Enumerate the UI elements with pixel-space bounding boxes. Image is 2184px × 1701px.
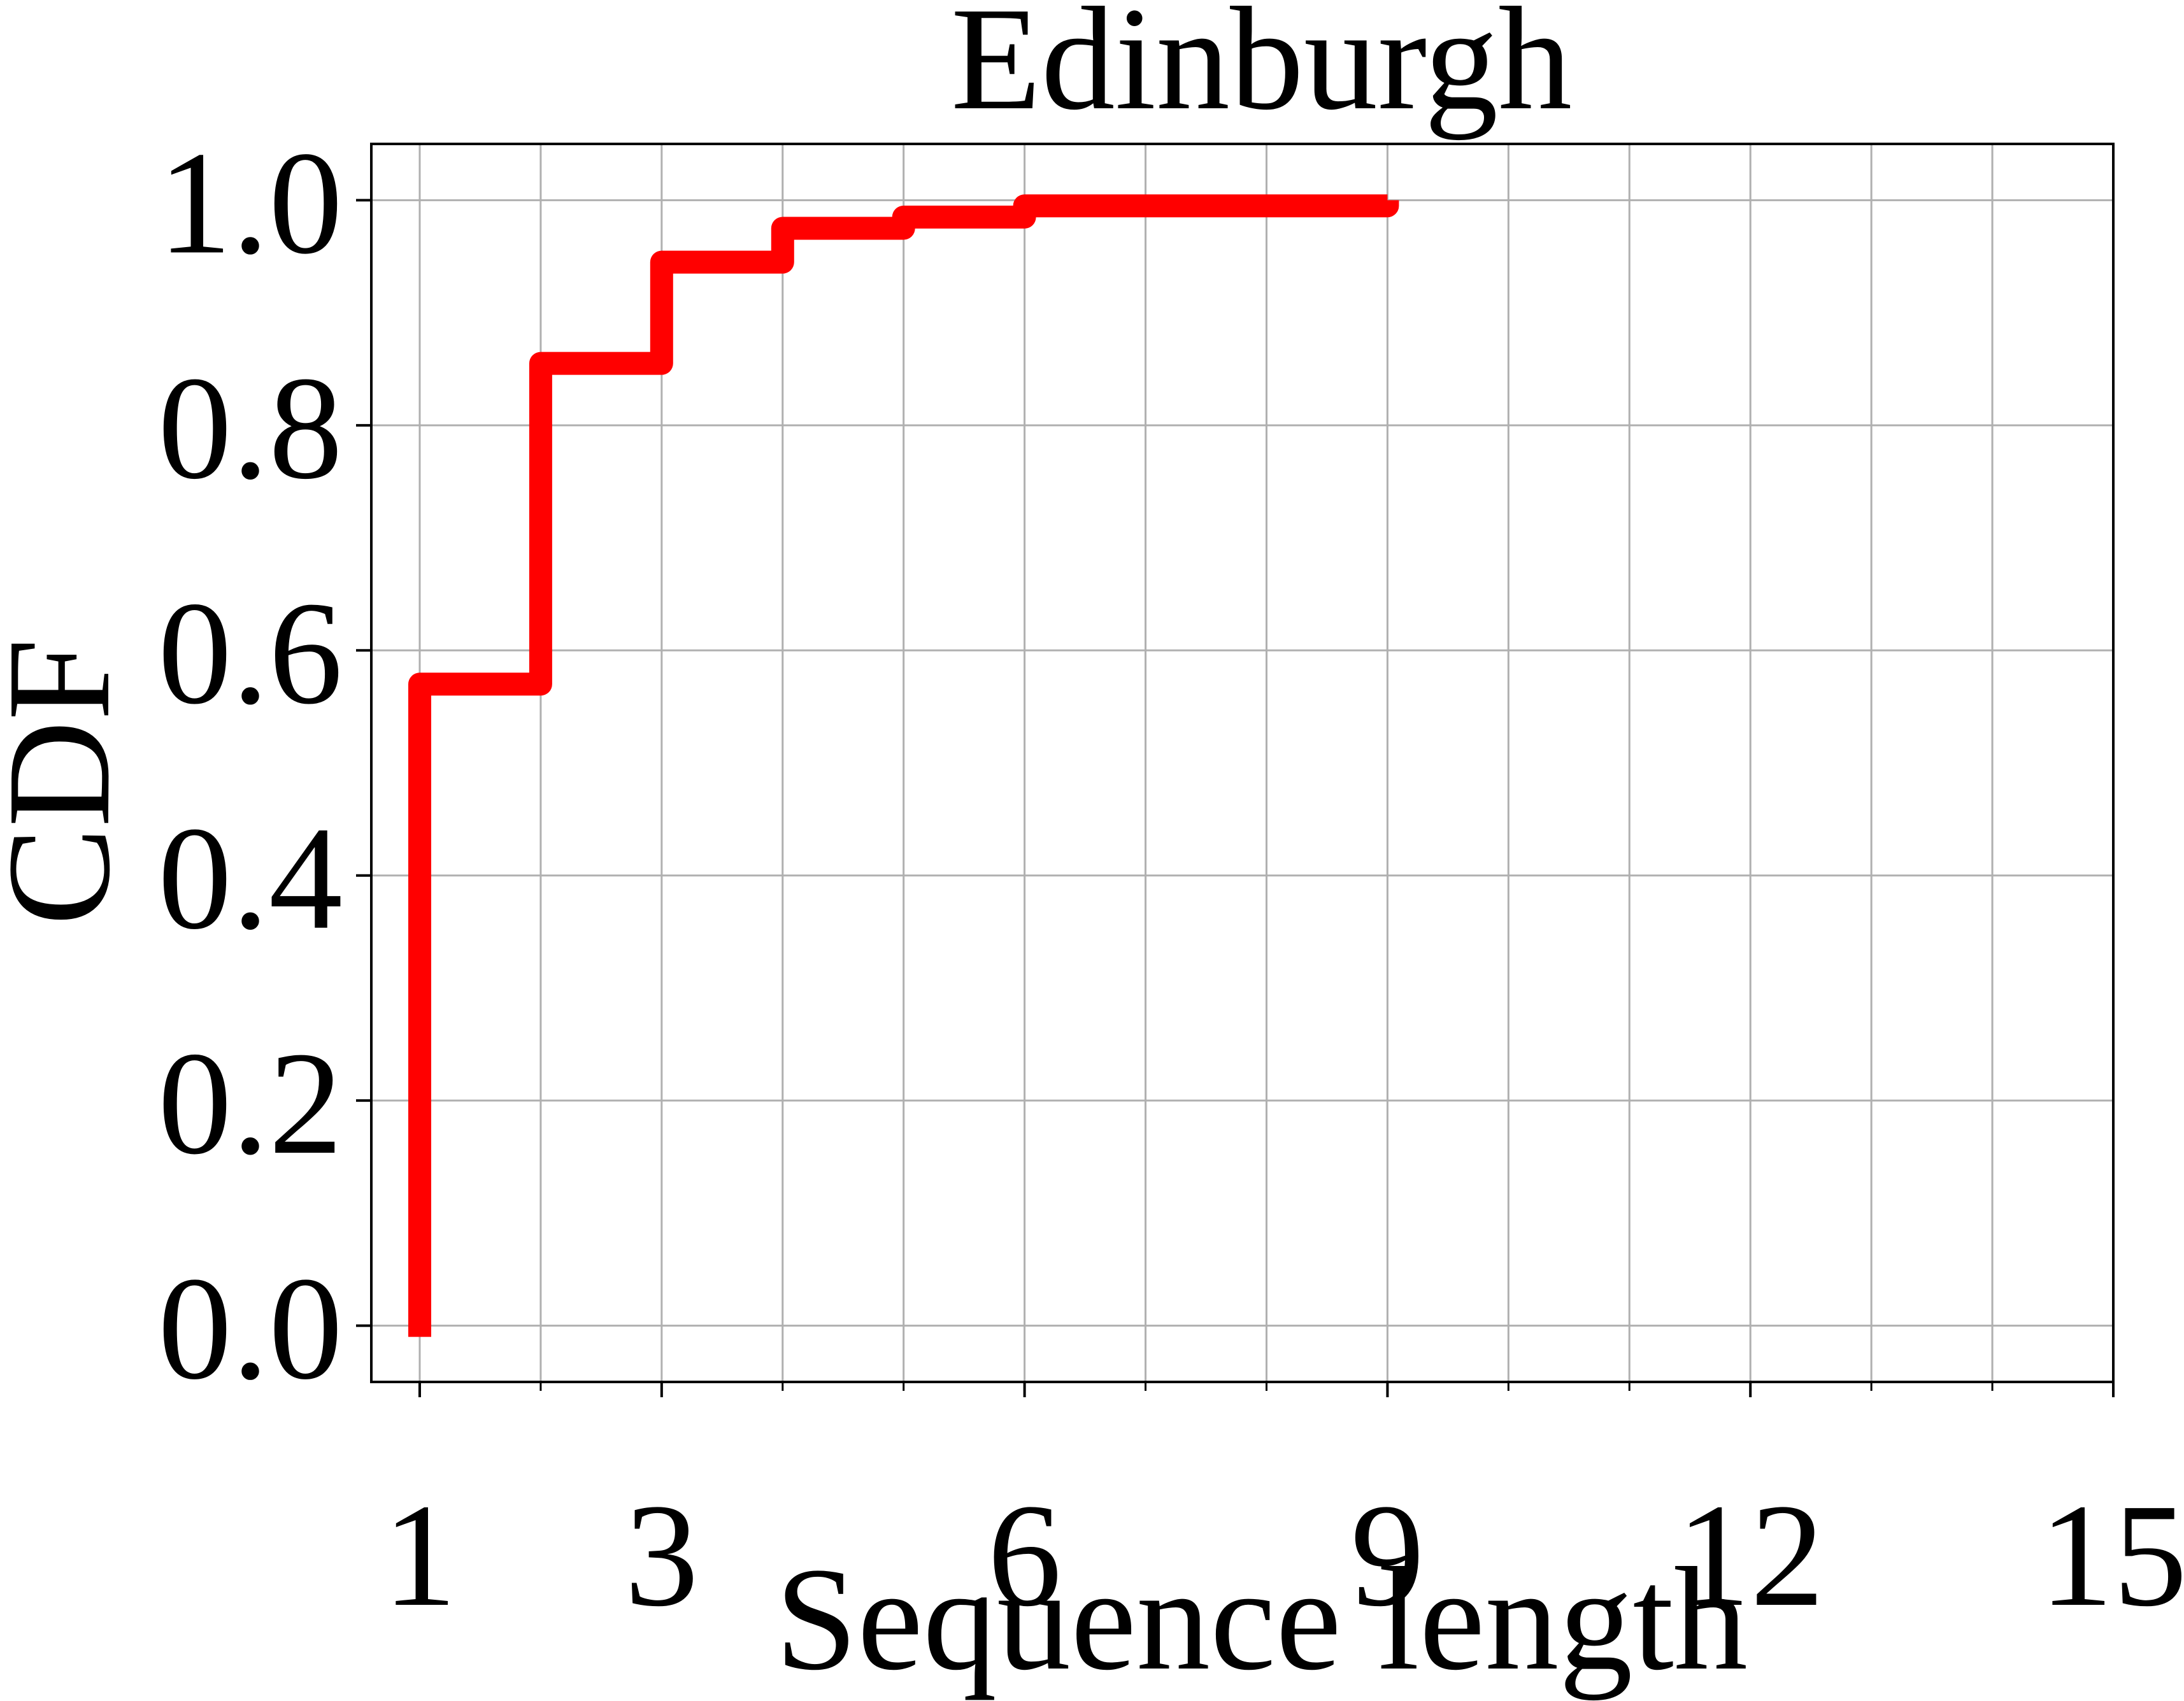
grid — [371, 144, 2115, 1382]
y-tick-label: 0.2 — [158, 1021, 343, 1185]
y-tick-label: 0.6 — [158, 571, 343, 735]
y-axis-label: CDF — [0, 638, 141, 925]
series-layer — [408, 194, 1399, 1337]
y-tick-label: 0.4 — [158, 797, 343, 960]
x-tick-label: 3 — [625, 1474, 699, 1637]
x-tick-label: 12 — [1676, 1474, 1824, 1637]
x-tick-label: 9 — [1350, 1474, 1424, 1637]
cdf-series-line — [408, 194, 1399, 1337]
axis-ticks: 1 3 6 9 12 15 0.0 0.2 0.4 0.6 0.8 1.0 — [158, 121, 2184, 1637]
y-tick-label: 1.0 — [158, 121, 343, 285]
y-tick-label: 0.8 — [158, 346, 343, 510]
y-tick-label: 0.0 — [158, 1247, 343, 1411]
x-tick-label: 6 — [988, 1474, 1062, 1637]
plot-frame — [370, 143, 2115, 1383]
x-axis-label: Sequence length — [775, 1537, 1748, 1701]
x-tick-label: 1 — [383, 1474, 457, 1637]
x-tick-label: 15 — [2039, 1474, 2184, 1637]
chart-title: Edinburgh — [951, 0, 1572, 141]
